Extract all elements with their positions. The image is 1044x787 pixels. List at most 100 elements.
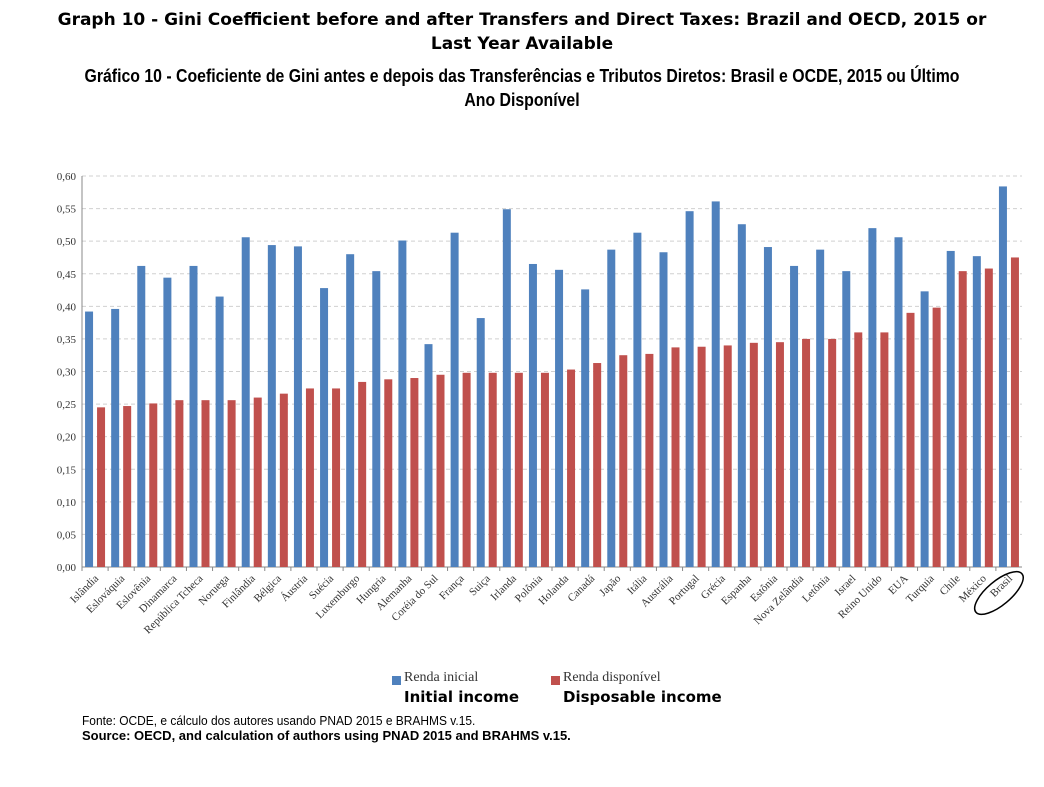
chart-title-pt-line-1: Gráfico 10 - Coeficiente de Gini antes e…	[84, 66, 960, 86]
x-tick-label: Áustria	[279, 573, 310, 604]
source-note: Fonte: OCDE, e cálculo dos autores usand…	[82, 713, 571, 743]
bar-initial-22	[659, 252, 668, 567]
bar-initial-16	[502, 209, 511, 568]
bar-initial-31	[894, 237, 903, 568]
chart-title-en-line-2: Last Year Available	[430, 34, 614, 54]
source-note-en: Source: OECD, and calculation of authors…	[82, 728, 571, 743]
legend: Renda inicial Initial income Renda dispo…	[0, 670, 1044, 710]
y-tick-label: 0,45	[57, 269, 77, 281]
legend-label-initial-en: Initial income	[404, 688, 520, 706]
chart-title-en: Graph 10 - Gini Coefficient before and a…	[0, 8, 1044, 56]
bar-disposable-34	[984, 268, 993, 567]
y-tick-label: 0,00	[57, 562, 77, 574]
bar-initial-24	[711, 201, 720, 567]
bar-disposable-10	[358, 381, 367, 567]
bar-initial-19	[581, 289, 590, 567]
x-tick-label: Canadá	[565, 573, 597, 605]
bar-initial-25	[737, 224, 746, 567]
bar-disposable-2	[149, 403, 158, 567]
y-tick-label: 0,50	[57, 236, 77, 248]
x-tick-label: França	[437, 573, 467, 603]
y-tick-label: 0,20	[57, 432, 77, 444]
bar-disposable-18	[567, 369, 576, 567]
y-tick-label: 0,25	[57, 399, 77, 411]
bar-initial-9	[320, 288, 329, 567]
legend-label-disposable-en: Disposable income	[563, 688, 722, 706]
bar-disposable-28	[828, 338, 837, 567]
bar-disposable-23	[697, 346, 706, 567]
bar-initial-7	[267, 245, 276, 567]
bar-initial-4	[189, 265, 198, 567]
chart-title-en-line-1: Graph 10 - Gini Coefficient before and a…	[57, 10, 987, 30]
bar-disposable-13	[436, 374, 445, 567]
x-tick-label: Bélgica	[252, 573, 284, 605]
bar-initial-23	[685, 211, 694, 567]
bar-disposable-31	[906, 312, 915, 567]
bar-disposable-12	[410, 378, 419, 567]
bar-initial-14	[450, 232, 459, 567]
bar-initial-11	[372, 271, 381, 567]
legend-label-initial-pt: Renda inicial	[404, 670, 479, 685]
bar-disposable-16	[514, 372, 523, 567]
bar-disposable-20	[619, 355, 628, 567]
bar-initial-30	[868, 228, 877, 567]
bar-disposable-27	[802, 338, 811, 567]
bar-disposable-11	[384, 379, 393, 567]
bar-initial-15	[476, 318, 485, 567]
bar-disposable-3	[175, 400, 184, 567]
y-tick-label: 0,30	[57, 367, 77, 379]
bar-disposable-21	[645, 353, 654, 567]
bar-initial-3	[163, 277, 172, 567]
bar-disposable-24	[723, 345, 732, 567]
bar-initial-35	[998, 186, 1007, 567]
bar-initial-18	[555, 269, 564, 567]
bar-initial-13	[424, 344, 433, 567]
legend-label-disposable-pt: Renda disponível	[563, 670, 661, 685]
source-note-pt: Fonte: OCDE, e cálculo dos autores usand…	[82, 713, 476, 728]
bar-disposable-30	[880, 332, 889, 567]
bar-initial-6	[241, 237, 250, 568]
bar-disposable-8	[305, 388, 314, 567]
bar-initial-33	[946, 250, 955, 568]
bar-disposable-14	[462, 372, 471, 567]
y-tick-label: 0,60	[57, 171, 77, 183]
y-tick-label: 0,10	[57, 497, 77, 509]
bar-initial-0	[85, 311, 94, 567]
bar-initial-5	[215, 296, 224, 567]
bar-disposable-9	[332, 388, 341, 567]
y-tick-label: 0,55	[57, 204, 77, 216]
bar-initial-32	[920, 291, 929, 567]
bar-disposable-19	[593, 363, 602, 567]
bar-initial-26	[763, 247, 772, 567]
bar-initial-20	[607, 249, 616, 567]
bar-disposable-25	[749, 342, 758, 567]
bar-initial-17	[528, 263, 537, 567]
highlight-ellipse	[973, 570, 1024, 616]
bar-initial-27	[790, 265, 799, 567]
bar-disposable-4	[201, 400, 210, 567]
y-tick-label: 0,35	[57, 334, 77, 346]
y-tick-label: 0,40	[57, 301, 77, 313]
x-tick-label: México	[957, 572, 990, 605]
bar-disposable-5	[227, 400, 236, 567]
x-tick-label: Turquia	[904, 573, 937, 606]
chart-title-pt-line-2: Ano Disponível	[464, 90, 580, 110]
gini-bar-chart: 0,00 0,05 0,10 0,15 0,20 0,25 0,30 0,35 0,40 0,45…	[57, 171, 1024, 636]
bar-initial-34	[972, 256, 981, 567]
y-tick-label: 0,15	[57, 464, 77, 476]
bar-disposable-0	[97, 407, 106, 567]
bar-disposable-6	[253, 397, 262, 567]
bar-disposable-15	[488, 372, 497, 567]
x-tick-label: Letônia	[800, 573, 832, 605]
bar-disposable-22	[671, 347, 680, 567]
bar-initial-28	[816, 249, 825, 567]
bar-disposable-33	[958, 271, 967, 567]
bar-initial-10	[346, 254, 355, 567]
chart-title-pt: Gráfico 10 - Coeficiente de Gini antes e…	[63, 64, 982, 112]
legend-swatch-disposable	[551, 676, 560, 685]
bar-disposable-29	[854, 332, 863, 567]
bar-disposable-35	[1010, 257, 1019, 567]
bar-disposable-17	[540, 372, 549, 567]
bar-initial-21	[633, 232, 642, 567]
bar-disposable-26	[775, 342, 784, 567]
